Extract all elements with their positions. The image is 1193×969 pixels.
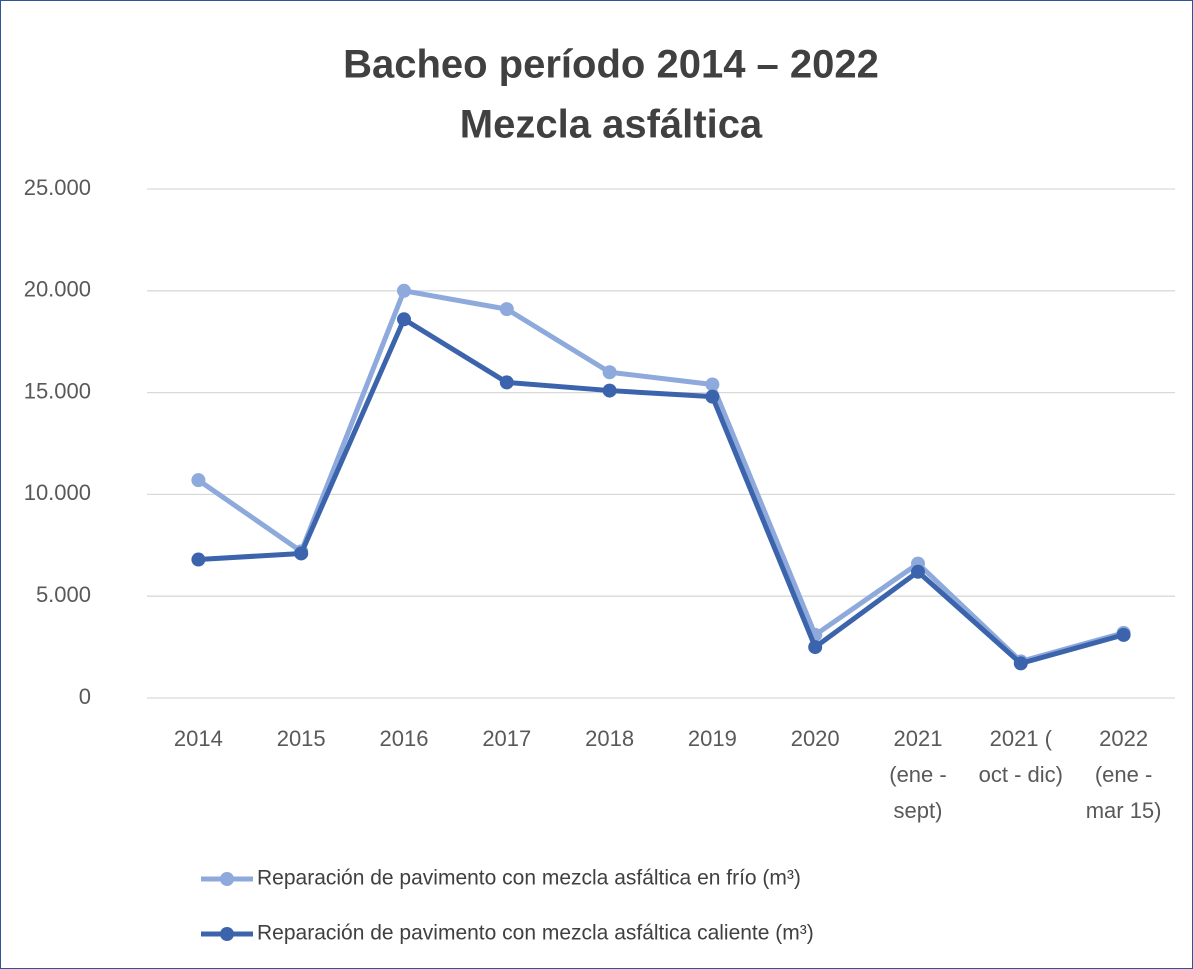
legend-marker (220, 927, 234, 941)
point-marker (191, 552, 206, 567)
point-marker (705, 377, 720, 392)
legend-marker (220, 872, 234, 886)
x-tick-label: 2021 (ene - sept) (889, 726, 947, 823)
point-marker (602, 383, 617, 398)
y-tick-label: 15.000 (24, 378, 91, 403)
x-tick-label: 2019 (687, 726, 737, 751)
point-marker (1013, 656, 1028, 671)
y-tick-label: 10.000 (24, 480, 91, 505)
point-marker (602, 365, 617, 380)
x-tick-label: 2022 (ene - mar 15) (1085, 726, 1162, 823)
point-marker (294, 546, 309, 561)
x-tick-label: 2018 (585, 726, 635, 751)
x-tick-label: 2015 (276, 726, 326, 751)
x-tick-label: 2021 ( oct - dic) (978, 726, 1063, 787)
x-tick-label: 2016 (379, 726, 429, 751)
y-tick-label: 20.000 (24, 277, 91, 302)
chart-subtitle: Mezcla asfáltica (460, 103, 763, 147)
point-marker (499, 375, 514, 390)
y-tick-label: 5.000 (36, 582, 91, 607)
series-line (196, 288, 1125, 664)
x-tick-label: 2020 (790, 726, 840, 751)
point-marker (705, 389, 720, 404)
x-tick-label: 2014 (173, 726, 223, 751)
point-marker (911, 564, 925, 579)
point-marker (808, 640, 823, 655)
chart-title: Bacheo período 2014 – 2022 (343, 43, 879, 87)
legend-label: Reparación de pavimento con mezcla asfál… (257, 867, 801, 890)
legend-label: Reparación de pavimento con mezcla asfál… (257, 922, 814, 945)
point-marker (397, 312, 411, 327)
point-marker (191, 473, 206, 488)
y-tick-label: 25.000 (24, 175, 91, 200)
y-tick-label: 0 (79, 684, 91, 709)
point-marker (1116, 627, 1131, 642)
point-marker (499, 302, 514, 317)
x-tick-label: 2017 (482, 726, 532, 751)
point-marker (397, 283, 411, 298)
series-line (198, 316, 1125, 666)
